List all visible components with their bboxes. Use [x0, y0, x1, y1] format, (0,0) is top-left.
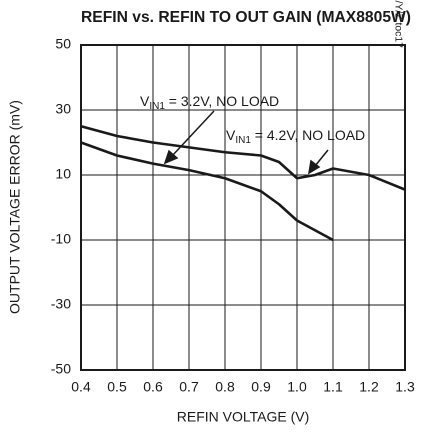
arrow — [314, 149, 329, 167]
chart-title: REFIN vs. REFIN TO OUT GAIN (MAX8805W) — [81, 9, 411, 26]
annotation-text: = 3.2V, NO LOAD — [165, 93, 279, 109]
y-axis-title: OUTPUT VOLTAGE ERROR (mV) — [7, 100, 23, 314]
x-tick-label: 0.7 — [179, 379, 199, 395]
annotation-text: IN1 — [149, 101, 165, 112]
y-tick-label: 10 — [55, 166, 71, 182]
y-tick-label: -10 — [51, 231, 71, 247]
y-tick-label: -30 — [51, 296, 71, 312]
data-line — [80, 141, 334, 242]
y-tick-label: -50 — [51, 361, 71, 377]
data-line — [80, 124, 406, 191]
x-tick-label: 0.4 — [71, 379, 91, 395]
x-tick-label: 0.9 — [251, 379, 271, 395]
y-tick-label: 50 — [55, 36, 71, 52]
annotation: VIN1 = 4.2V, NO LOAD — [226, 127, 365, 146]
x-tick-label: 1.0 — [287, 379, 307, 395]
annotation-text: = 4.2V, NO LOAD — [251, 127, 365, 143]
y-tick-label: 30 — [55, 101, 71, 117]
x-tick-label: 0.6 — [143, 379, 163, 395]
arrowhead — [163, 149, 179, 165]
arrow — [171, 110, 215, 157]
arrowhead — [307, 159, 321, 175]
annotation-text: IN1 — [235, 135, 251, 146]
arrows — [163, 110, 329, 175]
x-tick-label: 1.3 — [395, 379, 415, 395]
x-tick-label: 1.1 — [323, 379, 343, 395]
x-tick-label: 1.2 — [359, 379, 379, 395]
annotation-text: V — [226, 127, 236, 143]
annotation: VIN1 = 3.2V, NO LOAD — [140, 93, 279, 112]
x-tick-label: 0.8 — [215, 379, 235, 395]
plot-frame — [80, 44, 406, 371]
x-axis-title: REFIN VOLTAGE (V) — [177, 409, 310, 425]
x-tick-label: 0.5 — [107, 379, 127, 395]
figure-note: MAX8805WX/X/Y/Z toc17 — [392, 0, 403, 48]
annotation-text: V — [140, 93, 150, 109]
